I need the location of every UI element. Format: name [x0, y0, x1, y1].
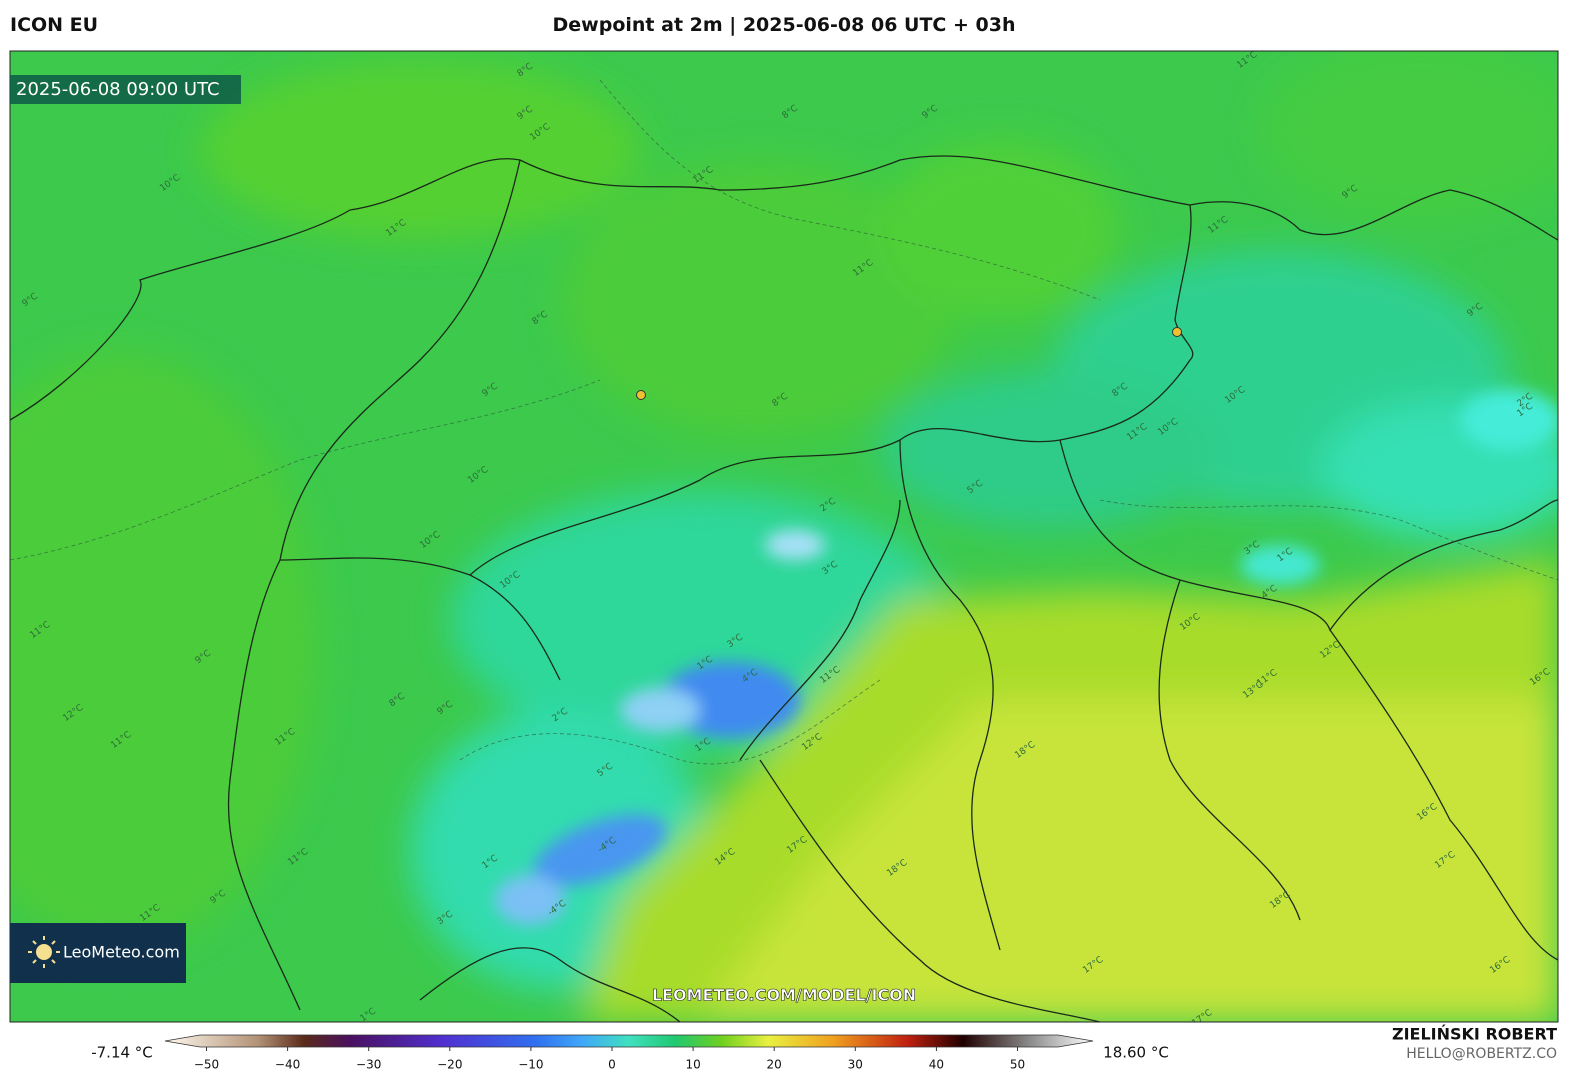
time-box: [10, 75, 241, 104]
colorbar-tick-label: 40: [929, 1058, 944, 1072]
email: HELLO@ROBERTZ.CO: [1406, 1046, 1557, 1062]
map-frame: [9, 50, 1559, 1023]
colorbar-tick-label: 20: [767, 1058, 782, 1072]
legend-min: -7.14 °C: [91, 1044, 153, 1062]
colorbar-tick-label: −50: [194, 1058, 219, 1072]
city-marker: [1172, 327, 1182, 337]
colorbar-tick-label: 10: [685, 1058, 700, 1072]
borders: [10, 155, 1558, 1022]
map-field: 8°C9°C10°C8°C 9°C11°C10°C 11°C11°C9°C11°C9…: [10, 51, 1558, 1022]
colorbar-tick-label: −40: [275, 1058, 300, 1072]
map-title: Dewpoint at 2m | 2025-06-08 06 UTC + 03h: [552, 14, 1016, 36]
colorbar: [164, 1034, 1094, 1048]
colorbar-tick-label: 30: [848, 1058, 863, 1072]
author: ZIELIŃSKI ROBERT: [1392, 1025, 1557, 1044]
watermark: LEOMETEO.COM/MODEL/ICON: [652, 986, 916, 1005]
colorbar-tick-label: −30: [356, 1058, 381, 1072]
colorbar-tick-label: −20: [437, 1058, 462, 1072]
logo-text: LeoMeteo.com: [63, 943, 180, 962]
legend-max: 18.60 °C: [1103, 1044, 1169, 1062]
logo-sun: [28, 936, 60, 968]
model-name: ICON EU: [10, 14, 99, 36]
colorbar-tick-label: 50: [1010, 1058, 1025, 1072]
colorbar-tick-label: −10: [518, 1058, 543, 1072]
valid-time: 2025-06-08 09:00 UTC: [16, 79, 220, 100]
colorbar-tick-label: 0: [608, 1058, 616, 1072]
city-marker: [636, 390, 646, 400]
